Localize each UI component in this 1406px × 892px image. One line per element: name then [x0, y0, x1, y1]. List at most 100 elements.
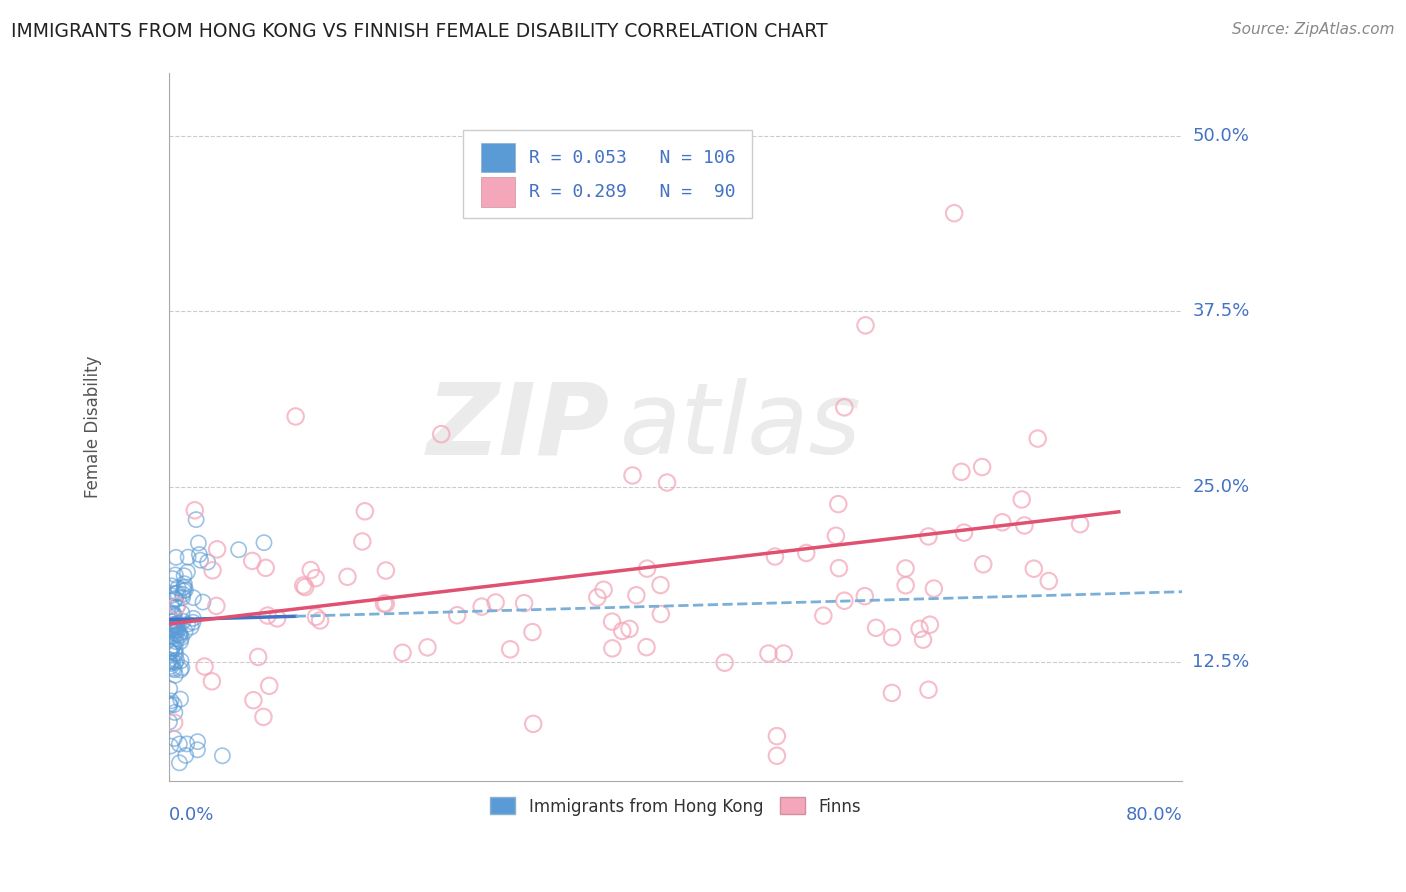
Point [766, 748, 789, 763]
Point [162, 661, 184, 675]
Point [173, 568, 195, 582]
Point [228, 542, 250, 557]
Point [163, 698, 186, 712]
Point [166, 627, 188, 641]
Point [621, 468, 644, 483]
Point [160, 599, 183, 614]
Point [626, 588, 648, 602]
Point [159, 681, 181, 696]
Point [177, 550, 200, 565]
Point [169, 663, 191, 677]
Point [162, 572, 184, 586]
Point [600, 615, 623, 629]
Point [172, 614, 194, 628]
Point [170, 606, 193, 620]
Point [592, 582, 614, 597]
Point [294, 580, 316, 594]
Point [165, 641, 187, 656]
Text: 37.5%: 37.5% [1192, 302, 1250, 320]
Point [655, 475, 678, 490]
Point [159, 659, 181, 673]
Point [166, 623, 188, 637]
Point [165, 586, 187, 600]
Point [908, 622, 931, 636]
Point [880, 631, 903, 645]
Point [176, 737, 198, 751]
Point [834, 593, 856, 607]
Point [911, 632, 934, 647]
Point [972, 558, 994, 572]
Point [165, 634, 187, 648]
Point [794, 546, 817, 560]
Point [619, 622, 641, 636]
Point [305, 610, 328, 624]
Point [336, 570, 359, 584]
Text: 80.0%: 80.0% [1125, 806, 1182, 824]
Point [828, 561, 851, 575]
Text: 25.0%: 25.0% [1192, 477, 1250, 496]
Point [256, 608, 278, 623]
Point [184, 503, 207, 517]
Point [165, 656, 187, 670]
Point [159, 714, 181, 729]
Point [880, 686, 903, 700]
Point [162, 638, 184, 652]
Point [636, 640, 658, 655]
Point [1038, 574, 1060, 588]
Point [763, 549, 786, 564]
Point [159, 623, 181, 637]
Point [299, 563, 322, 577]
Point [917, 682, 939, 697]
Point [163, 622, 186, 636]
Point [1014, 518, 1036, 533]
Point [827, 497, 849, 511]
Point [416, 640, 439, 655]
Text: ZIP: ZIP [426, 378, 610, 475]
Point [943, 206, 966, 220]
Point [165, 568, 187, 582]
Point [950, 465, 973, 479]
Point [166, 653, 188, 667]
Point [373, 597, 395, 611]
Point [160, 694, 183, 708]
Point [894, 561, 917, 575]
FancyBboxPatch shape [463, 129, 752, 219]
Point [374, 564, 396, 578]
Point [352, 534, 374, 549]
Point [991, 516, 1014, 530]
Point [813, 608, 835, 623]
Point [972, 460, 994, 475]
Point [166, 599, 188, 613]
Point [205, 599, 228, 613]
Point [953, 525, 976, 540]
Point [159, 610, 181, 624]
Point [163, 646, 186, 660]
Point [391, 646, 413, 660]
Point [191, 595, 214, 609]
Point [254, 561, 277, 575]
Point [169, 756, 191, 770]
Point [163, 663, 186, 677]
Point [650, 607, 672, 621]
Point [160, 579, 183, 593]
Point [522, 625, 544, 640]
Point [159, 697, 181, 711]
Point [167, 628, 190, 642]
Point [257, 679, 280, 693]
Point [180, 620, 202, 634]
Point [157, 655, 180, 669]
Point [163, 620, 186, 634]
Point [499, 642, 522, 657]
Point [242, 693, 264, 707]
Point [167, 623, 190, 637]
FancyBboxPatch shape [481, 143, 516, 172]
Point [1026, 432, 1049, 446]
Point [160, 641, 183, 656]
Point [174, 582, 197, 597]
Point [612, 624, 634, 638]
Point [471, 599, 494, 614]
Point [163, 706, 186, 720]
Point [162, 607, 184, 622]
Point [1011, 492, 1033, 507]
Point [292, 578, 315, 592]
